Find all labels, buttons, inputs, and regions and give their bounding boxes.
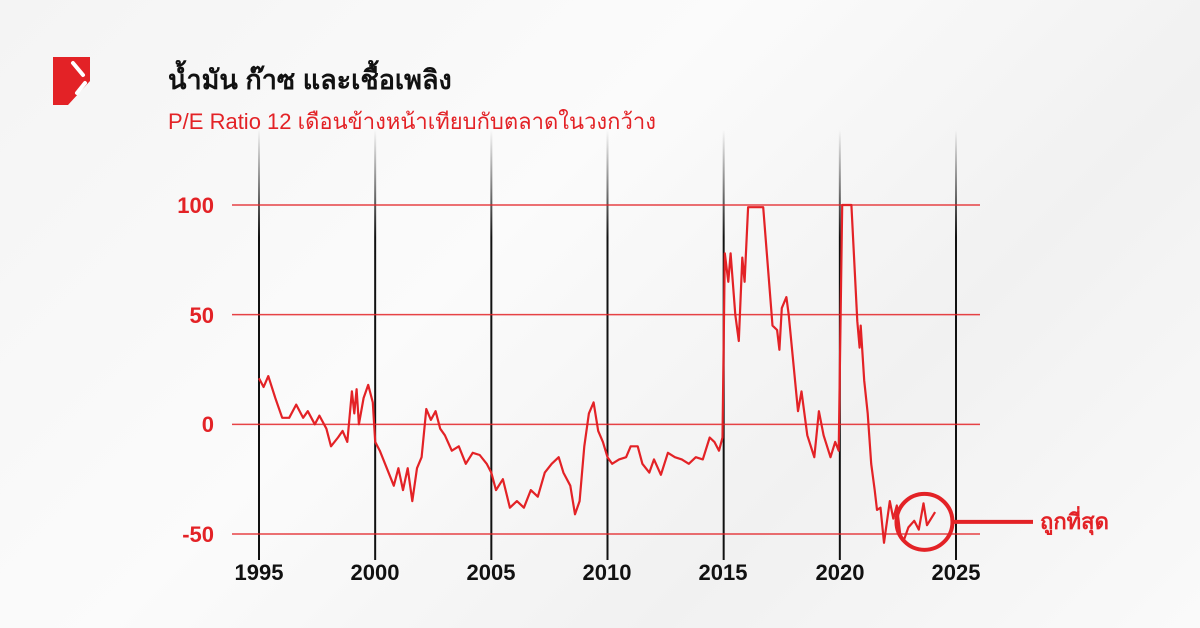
annotation-label: ถูกที่สุด bbox=[1040, 505, 1109, 536]
x-tick-label: 2025 bbox=[932, 560, 981, 585]
y-tick-label: 50 bbox=[190, 303, 214, 328]
vertical-gridline bbox=[258, 130, 260, 560]
x-tick-label: 2000 bbox=[351, 560, 400, 585]
chart-title: น้ำมัน ก๊าซ และเชื้อเพลิง bbox=[168, 65, 452, 95]
y-tick-label: 0 bbox=[202, 412, 214, 437]
x-tick-label: 1995 bbox=[235, 560, 284, 585]
highlight-circle bbox=[894, 491, 955, 552]
y-tick-label: -50 bbox=[182, 522, 214, 547]
vertical-gridline bbox=[606, 130, 609, 560]
x-tick-label: 2005 bbox=[467, 560, 516, 585]
vertical-gridline bbox=[955, 130, 957, 560]
series-line bbox=[258, 203, 937, 544]
x-tick-label: 2020 bbox=[816, 560, 865, 585]
vertical-gridline bbox=[374, 130, 377, 560]
cheapest-annotation: ถูกที่สุด bbox=[894, 491, 1109, 552]
vertical-gridline bbox=[490, 130, 493, 560]
x-tick-label: 2010 bbox=[583, 560, 632, 585]
brand-logo bbox=[53, 57, 90, 105]
chart-subtitle: P/E Ratio 12 เดือนข้างหน้าเทียบกับตลาดใน… bbox=[168, 109, 656, 134]
y-tick-label: 100 bbox=[177, 193, 214, 218]
x-tick-label: 2015 bbox=[699, 560, 748, 585]
